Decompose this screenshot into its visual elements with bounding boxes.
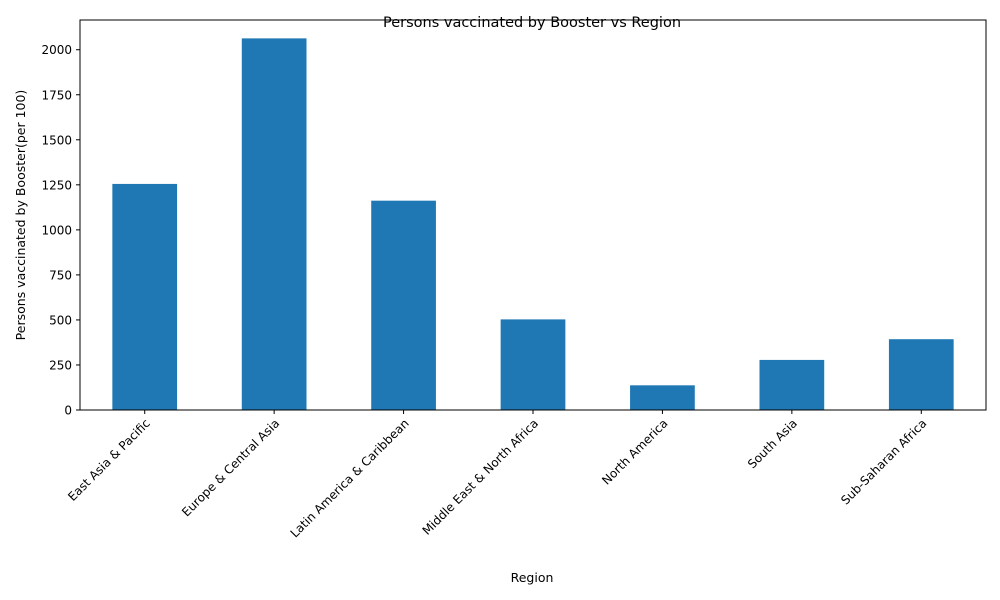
y-tick-label: 500: [49, 313, 72, 327]
y-axis-label: Persons vaccinated by Booster(per 100): [13, 90, 28, 341]
chart-title: Persons vaccinated by Booster vs Region: [383, 15, 681, 31]
plot-frame: [79, 19, 987, 411]
bar: [500, 319, 566, 410]
y-tick-label: 750: [49, 268, 72, 282]
bar: [630, 385, 695, 410]
bar: [888, 339, 954, 410]
y-tick-label: 1500: [41, 133, 72, 147]
y-tick-label: 2000: [41, 43, 72, 57]
bar: [241, 38, 307, 410]
bar: [112, 183, 178, 410]
y-axis: 0 250 500 750 1000 1250 1500 1750 2000: [41, 43, 80, 418]
y-tick-label: 1000: [41, 223, 72, 237]
bar: [759, 359, 825, 410]
y-tick-label: 250: [49, 358, 72, 372]
x-axis-label: Region: [511, 570, 554, 585]
y-tick-label: 0: [64, 404, 72, 418]
y-tick-label: 1750: [41, 88, 72, 102]
y-tick-label: 1250: [41, 178, 72, 192]
bars-group: [112, 38, 954, 410]
bar: [371, 200, 436, 410]
